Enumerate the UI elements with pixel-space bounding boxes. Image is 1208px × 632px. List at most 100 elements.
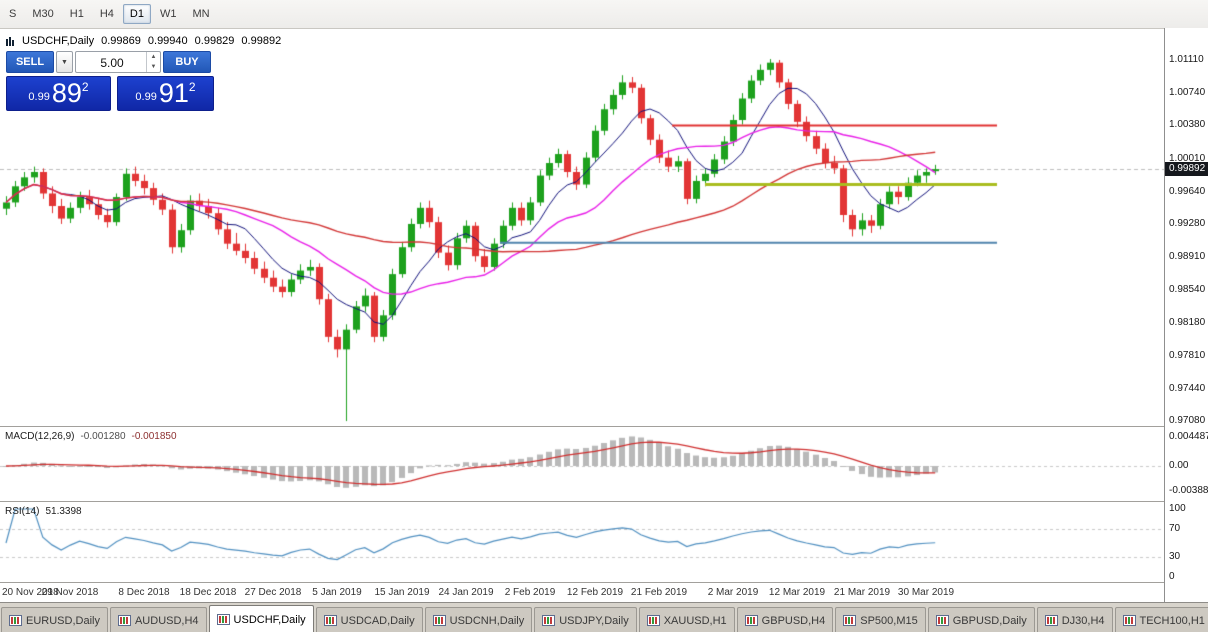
timeframe-button-H4[interactable]: H4 <box>99 8 114 20</box>
chart-title: USDCHF,Daily 0.99869 0.99940 0.99829 0.9… <box>6 35 281 47</box>
timeframe-toolbar: S M30 H1 H4 D1 W1 MN <box>0 0 1208 29</box>
price-axis-label: 0.98540 <box>1169 284 1206 295</box>
spinner-up-icon[interactable]: ▲ <box>150 54 157 60</box>
date-axis-label: 24 Jan 2019 <box>438 587 494 598</box>
chart-tab-icon <box>1122 615 1136 626</box>
timeframe-button-H1[interactable]: H1 <box>69 8 84 20</box>
macd-axis-label: 0.004487 <box>1169 431 1208 442</box>
ohlc-close: 0.99892 <box>241 35 282 47</box>
buy-price-button[interactable]: 0.99 91 2 <box>117 76 214 111</box>
chart-tab-label: GBPUSD,H4 <box>761 614 826 627</box>
macd-value-signal: -0.001850 <box>131 431 177 442</box>
chart-tab-icon <box>323 615 337 626</box>
price-axis-label: 1.00010 <box>1169 153 1206 164</box>
volume-dropdown-button[interactable]: ▼ <box>56 51 73 73</box>
date-axis-label: 27 Dec 2018 <box>244 587 302 598</box>
chart-tab-XAUUSD,H1[interactable]: XAUUSD,H1 <box>638 607 735 632</box>
chart-symbol-label: USDCHF,Daily <box>22 35 95 47</box>
chart-tab-USDCNH,Daily[interactable]: USDCNH,Daily <box>424 607 533 632</box>
chart-tab-label: TECH100,H1 <box>1139 614 1205 627</box>
spinner-down-icon[interactable]: ▼ <box>150 64 157 70</box>
volume-field: ▲ ▼ <box>75 51 161 74</box>
chart-tab-GBPUSD,Daily[interactable]: GBPUSD,Daily <box>927 607 1035 632</box>
volume-input[interactable] <box>76 52 148 74</box>
ohlc-open: 0.99869 <box>101 35 141 47</box>
date-axis-label: 2 Feb 2019 <box>504 587 556 598</box>
price-axis-label: 0.97810 <box>1169 350 1206 361</box>
chart-tab-icon <box>744 615 758 626</box>
sell-price-prefix: 0.99 <box>28 90 50 103</box>
timeframe-button-S[interactable]: S <box>9 8 17 20</box>
rsi-axis-label: 0 <box>1169 571 1175 582</box>
panel-separator <box>0 582 1208 583</box>
chart-tab-label: USDCNH,Daily <box>449 614 525 627</box>
chart-tab-label: USDCAD,Daily <box>340 614 415 627</box>
chart-tab-GBPUSD,H4[interactable]: GBPUSD,H4 <box>736 607 834 632</box>
sell-price-pipette: 2 <box>81 80 89 94</box>
macd-value-main: -0.001280 <box>80 431 126 442</box>
chart-tab-label: XAUUSD,H1 <box>663 614 727 627</box>
macd-axis-label: 0.00 <box>1169 460 1189 471</box>
chart-tab-DJ30,H4[interactable]: DJ30,H4 <box>1036 607 1113 632</box>
date-axis-label: 8 Dec 2018 <box>118 587 170 598</box>
price-axis[interactable]: 1.01110 1.00740 1.00380 1.00010 0.99640 0.992… <box>1164 28 1208 602</box>
date-axis-label: 20 Nov 2018 <box>2 587 59 598</box>
timeframe-button-D1[interactable]: D1 <box>122 4 151 24</box>
one-click-trading-widget: SELL ▼ ▲ ▼ BUY 0.99 89 2 0.99 91 <box>6 51 218 111</box>
panel-separator <box>0 426 1208 427</box>
timeframe-buttons: S M30 H1 H4 D1 W1 MN <box>0 0 218 28</box>
timeframe-button-M30[interactable]: M30 <box>32 8 54 20</box>
price-axis-label: 1.01110 <box>1169 54 1204 65</box>
rsi-name: RSI(14) <box>5 506 40 517</box>
chart-tab-EURUSD,Daily[interactable]: EURUSD,Daily <box>1 607 108 632</box>
chart-tab-icon <box>9 615 22 626</box>
chart-tab-AUDUSD,H4[interactable]: AUDUSD,H4 <box>109 607 207 632</box>
rsi-axis-label: 100 <box>1169 503 1186 514</box>
date-axis-label: 29 Nov 2018 <box>41 587 99 598</box>
chart-tab-USDCAD,Daily[interactable]: USDCAD,Daily <box>315 607 423 632</box>
date-axis[interactable]: 20 Nov 2018 29 Nov 2018 8 Dec 2018 18 Dec 2… <box>0 583 1164 602</box>
date-axis-label: 18 Dec 2018 <box>179 587 237 598</box>
chart-tab-label: GBPUSD,Daily <box>952 614 1027 627</box>
chart-tab-icon <box>646 615 660 626</box>
chart-tab-SP500,M15[interactable]: SP500,M15 <box>835 607 926 632</box>
timeframe-button-W1[interactable]: W1 <box>159 8 177 20</box>
sell-price-button[interactable]: 0.99 89 2 <box>6 76 111 111</box>
date-axis-label: 12 Feb 2019 <box>566 587 624 598</box>
buy-price-pipette: 2 <box>188 80 196 94</box>
macd-axis-label: -0.003883 <box>1169 485 1208 496</box>
ohlc-high: 0.99940 <box>147 35 188 47</box>
chart-tab-icon <box>432 615 446 626</box>
macd-panel-canvas[interactable] <box>0 427 1164 501</box>
chart-tab-USDJPY,Daily[interactable]: USDJPY,Daily <box>534 607 637 632</box>
date-axis-label: 2 Mar 2019 <box>707 587 759 598</box>
macd-name: MACD(12,26,9) <box>5 431 75 442</box>
date-axis-label: 21 Feb 2019 <box>630 587 688 598</box>
chart-tab-icon <box>843 615 857 626</box>
chart-tab-USDCHF,Daily[interactable]: USDCHF,Daily <box>208 605 314 632</box>
chart-tab-label: USDJPY,Daily <box>559 614 629 627</box>
buy-button[interactable]: BUY <box>163 51 211 73</box>
price-axis-label: 0.98180 <box>1169 317 1206 328</box>
timeframe-button-MN[interactable]: MN <box>192 8 210 20</box>
chart-tab-icon <box>935 615 949 626</box>
rsi-axis-label: 70 <box>1169 523 1181 534</box>
chart-tab-label: AUDUSD,H4 <box>134 614 199 627</box>
rsi-label: RSI(14) 51.3398 <box>5 506 82 517</box>
chart-tabs-bar: EURUSD,Daily AUDUSD,H4 USDCHF,Daily USDCAD,… <box>0 602 1208 632</box>
chart-tab-label: SP500,M15 <box>860 614 918 627</box>
price-axis-label: 0.99640 <box>1169 186 1206 197</box>
chart-tab-icon <box>542 615 556 626</box>
chevron-down-icon: ▼ <box>61 58 68 66</box>
price-axis-label: 0.97440 <box>1169 383 1206 394</box>
volume-spinner[interactable]: ▲ ▼ <box>146 52 160 72</box>
sell-button[interactable]: SELL <box>6 51 54 73</box>
rsi-panel-canvas[interactable] <box>0 502 1164 582</box>
macd-label: MACD(12,26,9) -0.001280 -0.001850 <box>5 431 177 442</box>
rsi-axis-label: 30 <box>1169 551 1181 562</box>
chart-tab-icon <box>117 615 131 626</box>
chart-tab-icon <box>216 614 230 625</box>
chart-tab-label: EURUSD,Daily <box>26 614 100 627</box>
chart-tab-TECH100,H1[interactable]: TECH100,H1 <box>1114 607 1208 632</box>
